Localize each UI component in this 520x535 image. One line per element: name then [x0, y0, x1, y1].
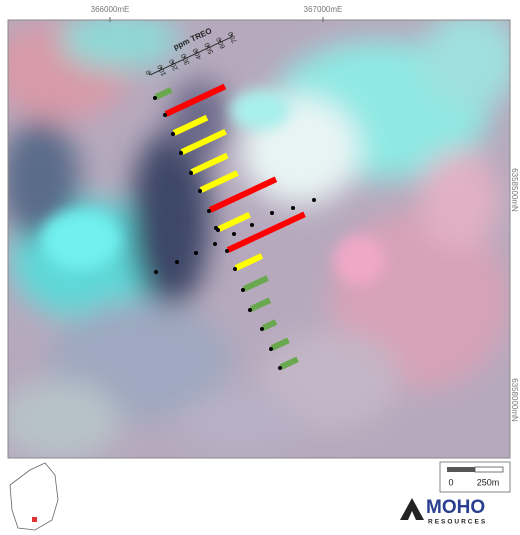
y-coord-label: 6358500mN	[510, 168, 519, 212]
x-coord-label: 367000mE	[304, 5, 343, 14]
logo-name: MOHO	[426, 497, 485, 518]
drillhole	[278, 366, 282, 370]
drillhole	[163, 113, 167, 117]
drillhole	[248, 308, 252, 312]
drillhole	[260, 327, 264, 331]
scale-label: 250m	[477, 477, 500, 487]
drillhole	[189, 171, 193, 175]
map-page: 366000mE 367000mE 6358500mN 6358000mN 0 …	[0, 0, 520, 535]
drillhole	[207, 209, 211, 213]
drillhole	[233, 267, 237, 271]
drillhole	[179, 151, 183, 155]
inset-map	[10, 463, 58, 530]
y-coord-label: 6358000mN	[510, 378, 519, 422]
drillhole	[171, 132, 175, 136]
logo-subtitle: RESOURCES	[428, 519, 487, 526]
scale-bar: 0 250m	[440, 462, 510, 492]
drillhole	[225, 249, 229, 253]
drillhole	[198, 189, 202, 193]
drillhole	[216, 228, 220, 232]
drillhole	[153, 96, 157, 100]
logo: MOHO RESOURCES	[400, 497, 487, 526]
drillhole	[241, 288, 245, 292]
scale-label: 0	[448, 477, 453, 487]
x-coord-label: 366000mE	[91, 5, 130, 14]
drillhole	[269, 347, 273, 351]
